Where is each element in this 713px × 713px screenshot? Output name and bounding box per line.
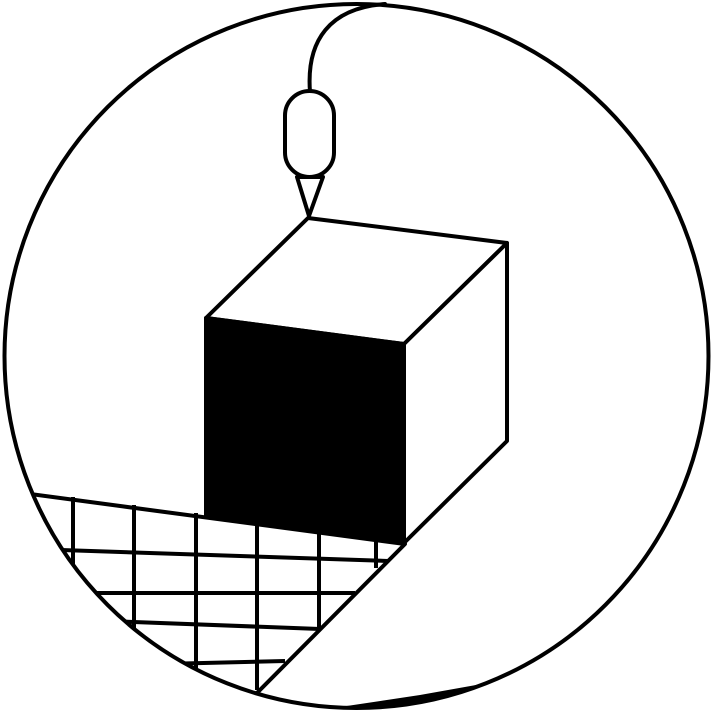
print-head-icon xyxy=(283,89,336,179)
grid-line xyxy=(4,615,321,631)
grid-line xyxy=(4,659,286,670)
cube-front-face xyxy=(204,316,406,545)
cube-icon xyxy=(204,216,509,545)
filament-cable-icon xyxy=(307,2,387,94)
nozzle-tip-icon xyxy=(295,175,325,218)
